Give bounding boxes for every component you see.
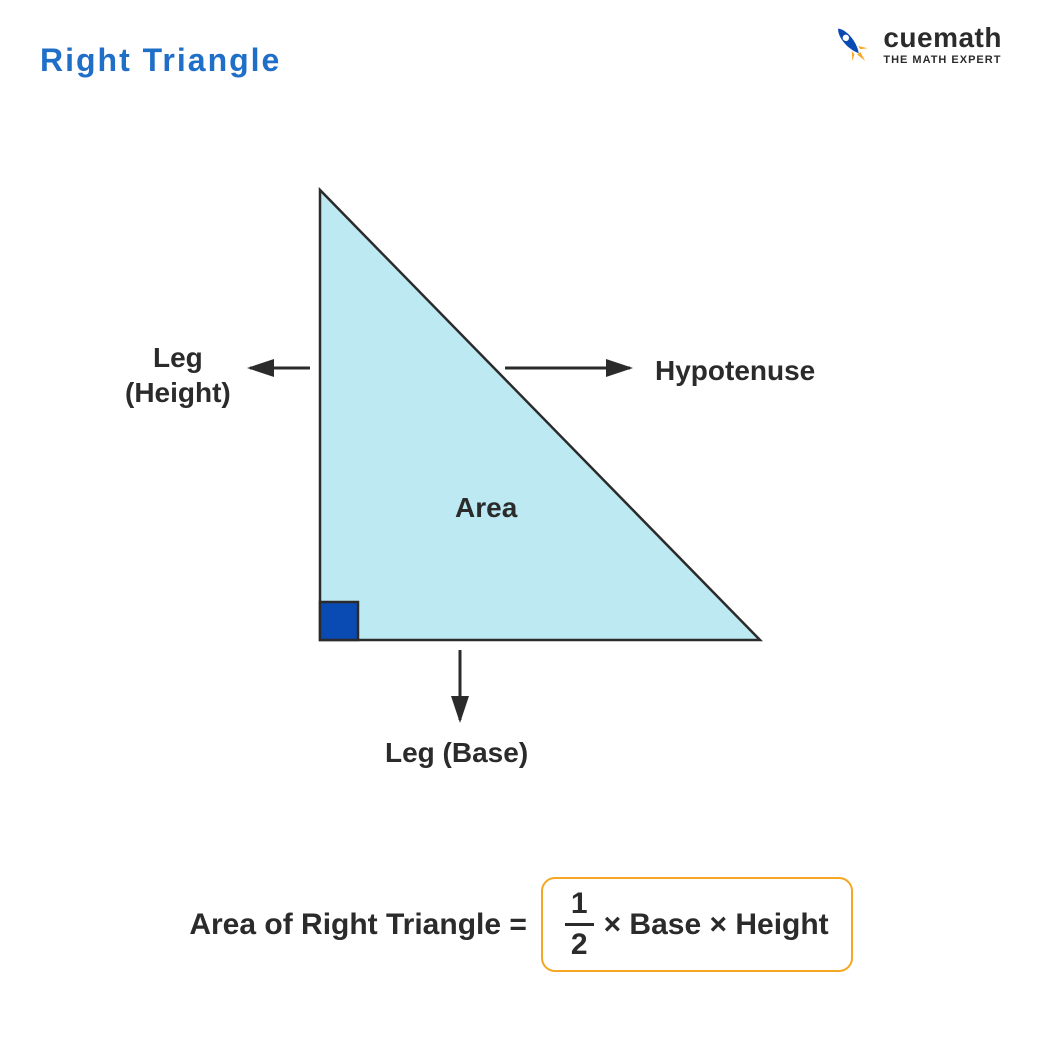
formula-rhs-tail: × Base × Height — [604, 908, 829, 942]
fraction-one-half: 1 2 — [565, 889, 594, 960]
right-angle-marker — [320, 602, 358, 640]
brand-name: cuemath — [883, 22, 1002, 54]
right-triangle-shape — [320, 190, 760, 640]
height-label: Leg (Height) — [125, 340, 231, 410]
base-label: Leg (Base) — [385, 735, 528, 770]
page-title: Right Triangle — [40, 42, 281, 79]
area-formula: Area of Right Triangle = 1 2 × Base × He… — [0, 877, 1042, 972]
formula-lhs: Area of Right Triangle = — [189, 908, 527, 942]
formula-box: 1 2 × Base × Height — [541, 877, 853, 972]
area-label: Area — [455, 490, 517, 525]
brand-logo: cuemath THE MATH EXPERT — [827, 20, 1002, 68]
rocket-icon — [827, 20, 875, 68]
hypotenuse-label: Hypotenuse — [655, 353, 815, 388]
triangle-diagram: Leg (Height) Hypotenuse Leg (Base) Area — [0, 160, 1042, 780]
brand-tagline: THE MATH EXPERT — [883, 54, 1002, 66]
